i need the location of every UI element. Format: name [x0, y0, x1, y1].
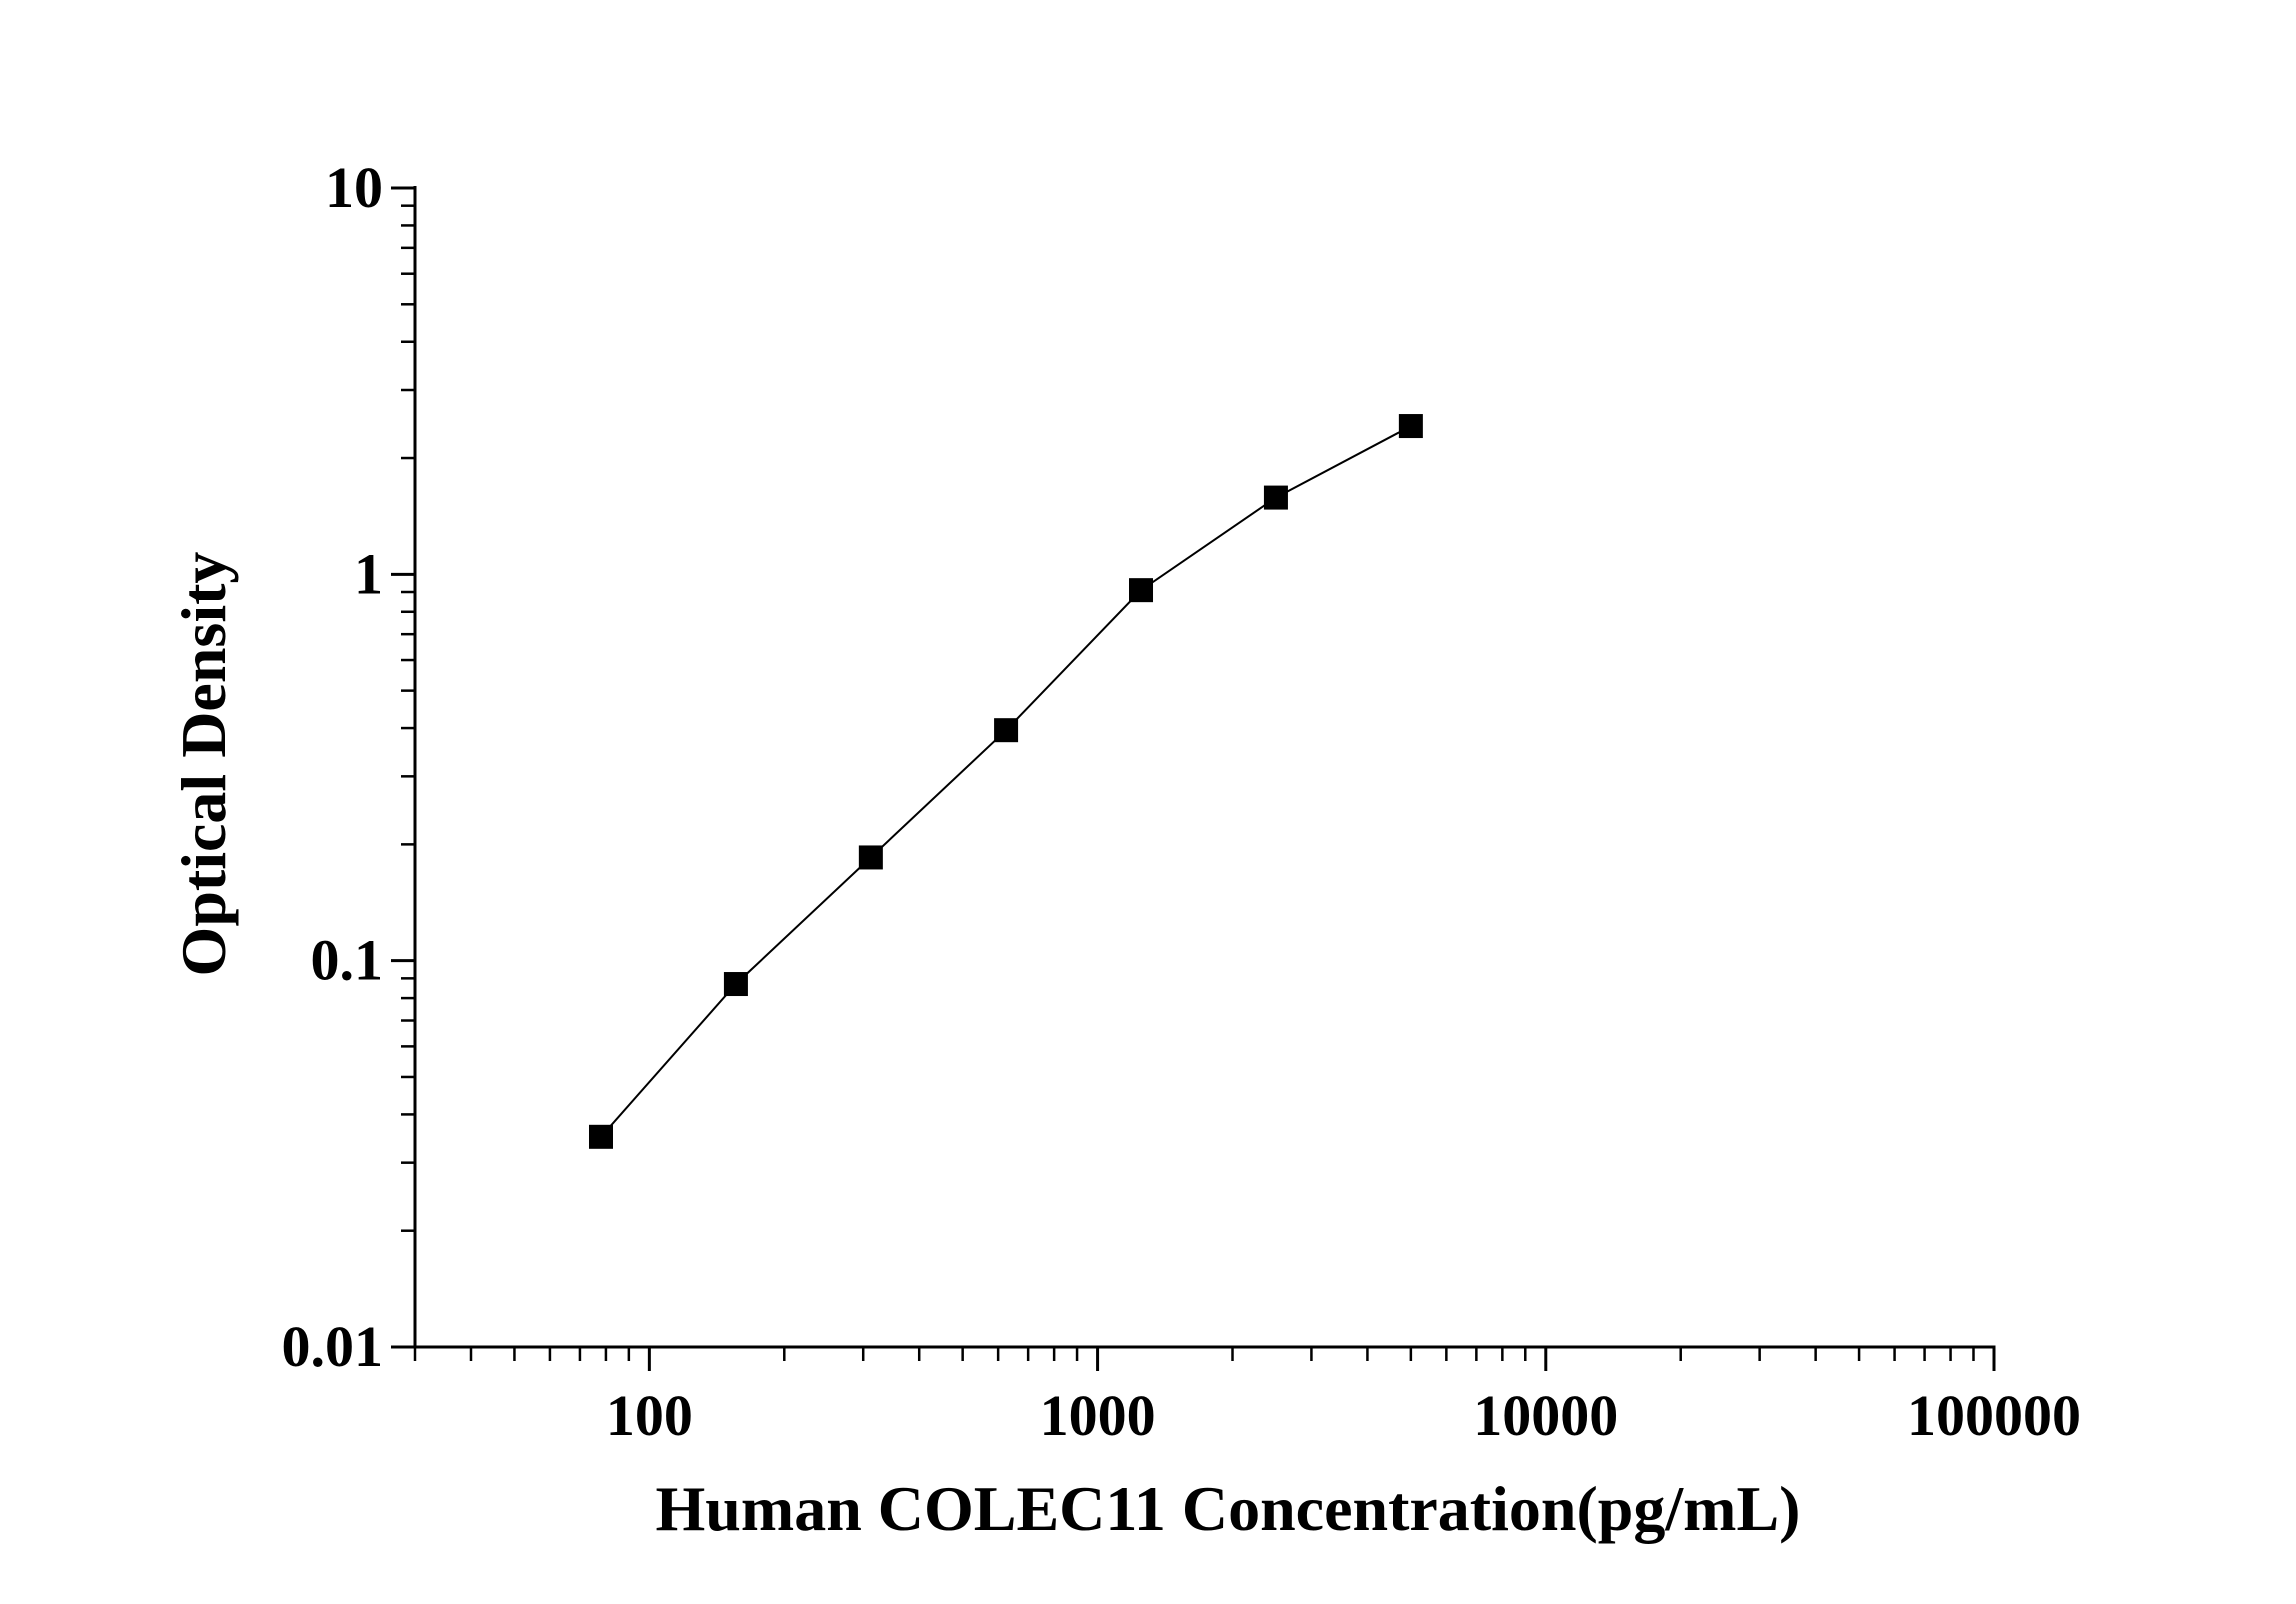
data-point — [1398, 414, 1423, 439]
axes: 0.01 0.1 1 10 100 1000 10000 100000 — [282, 155, 2082, 1448]
data-point — [858, 845, 883, 870]
data-point — [723, 972, 748, 997]
x-tick-label: 100000 — [1907, 1383, 2081, 1448]
x-tick-label: 100 — [606, 1383, 693, 1448]
x-axis-title: Human COLEC11 Concentration(pg/mL) — [656, 1473, 1801, 1544]
y-tick-label: 0.01 — [282, 1314, 384, 1379]
y-tick-label: 0.1 — [311, 928, 384, 993]
data-point — [588, 1124, 613, 1149]
x-tick-label: 10000 — [1473, 1383, 1618, 1448]
y-axis-title: Optical Density — [168, 552, 239, 977]
data-point — [1263, 485, 1288, 510]
y-tick-label: 10 — [325, 155, 383, 220]
data-point — [1129, 578, 1154, 603]
y-tick-label: 1 — [354, 541, 383, 606]
x-tick-label: 1000 — [1040, 1383, 1156, 1448]
series — [588, 414, 1423, 1149]
series-line — [600, 425, 1412, 1138]
data-point — [994, 718, 1019, 743]
